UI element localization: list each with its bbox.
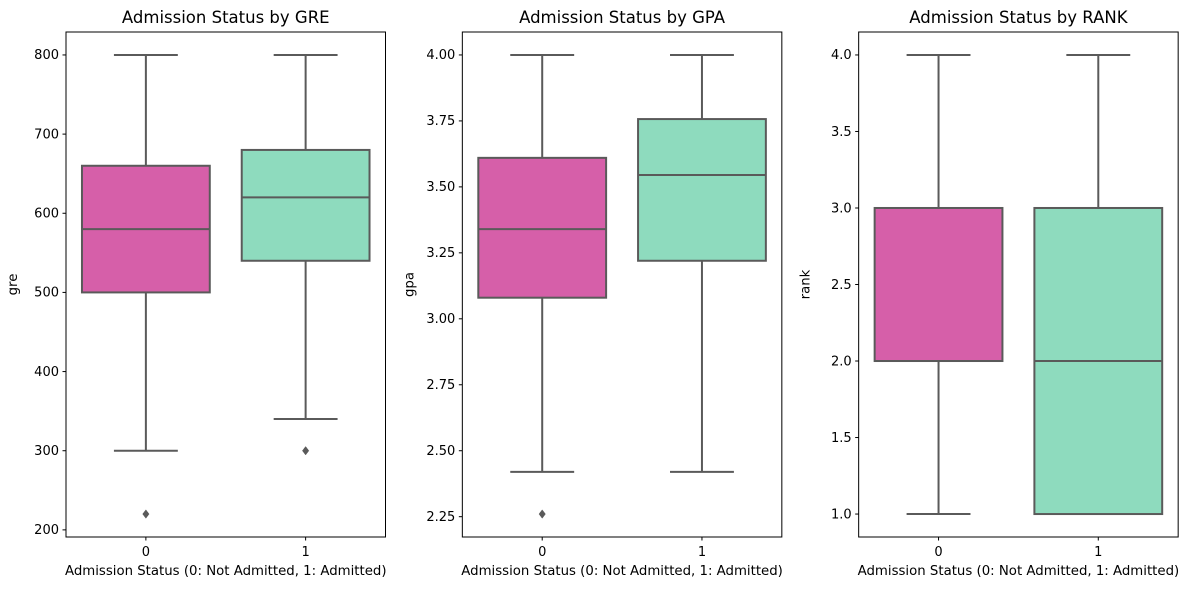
x-axis-label: Admission Status (0: Not Admitted, 1: Ad…	[461, 564, 783, 579]
x-tick-label: 0	[142, 545, 150, 560]
x-tick-label: 1	[301, 545, 309, 560]
box	[477, 156, 608, 299]
y-tick-label: 3.75	[426, 114, 455, 129]
y-tick-label: 3.25	[426, 246, 455, 261]
y-tick-label: 2.25	[426, 510, 455, 525]
y-tick-label: 1.5	[831, 431, 852, 446]
x-tick-label: 1	[698, 545, 706, 560]
y-tick-label: 200	[34, 523, 59, 538]
y-tick-label: 1.0	[831, 507, 852, 522]
y-axis-label: rank	[799, 269, 814, 299]
y-tick-label: 4.00	[426, 48, 455, 63]
x-tick-label: 0	[934, 545, 942, 560]
axes-spines	[461, 31, 783, 538]
axes-spines	[65, 31, 386, 538]
y-tick-label: 600	[34, 207, 59, 222]
chart-title: Admission Status by GPA	[519, 8, 726, 27]
x-tick-label: 0	[538, 545, 546, 560]
y-tick-label: 2.75	[426, 378, 455, 393]
chart-title: Admission Status by RANK	[909, 8, 1128, 27]
y-tick-label: 500	[34, 286, 59, 301]
y-tick-label: 400	[34, 365, 59, 380]
axes-spines	[858, 31, 1179, 538]
x-axis-label: Admission Status (0: Not Admitted, 1: Ad…	[65, 564, 387, 579]
box	[873, 206, 1004, 363]
y-tick-label: 4.0	[831, 48, 852, 63]
y-tick-label: 300	[34, 444, 59, 459]
y-tick-label: 700	[34, 127, 59, 142]
x-tick-label: 1	[1094, 545, 1102, 560]
y-tick-label: 2.0	[831, 354, 852, 369]
y-axis-label: gre	[6, 274, 21, 296]
chart-title: Admission Status by GRE	[122, 8, 330, 27]
y-axis-label: gpa	[402, 272, 417, 297]
box	[637, 118, 767, 262]
y-tick-label: 800	[34, 48, 59, 63]
box	[240, 148, 371, 262]
y-tick-label: 3.00	[426, 312, 455, 327]
y-tick-label: 3.0	[831, 201, 852, 216]
outlier-diamond	[142, 509, 150, 519]
y-tick-label: 3.5	[831, 125, 852, 140]
y-tick-label: 2.5	[831, 278, 852, 293]
y-tick-label: 3.50	[426, 180, 455, 195]
y-tick-label: 2.50	[426, 444, 455, 459]
x-axis-label: Admission Status (0: Not Admitted, 1: Ad…	[858, 564, 1180, 579]
outlier-diamond	[302, 446, 310, 456]
outlier-diamond	[538, 509, 546, 519]
